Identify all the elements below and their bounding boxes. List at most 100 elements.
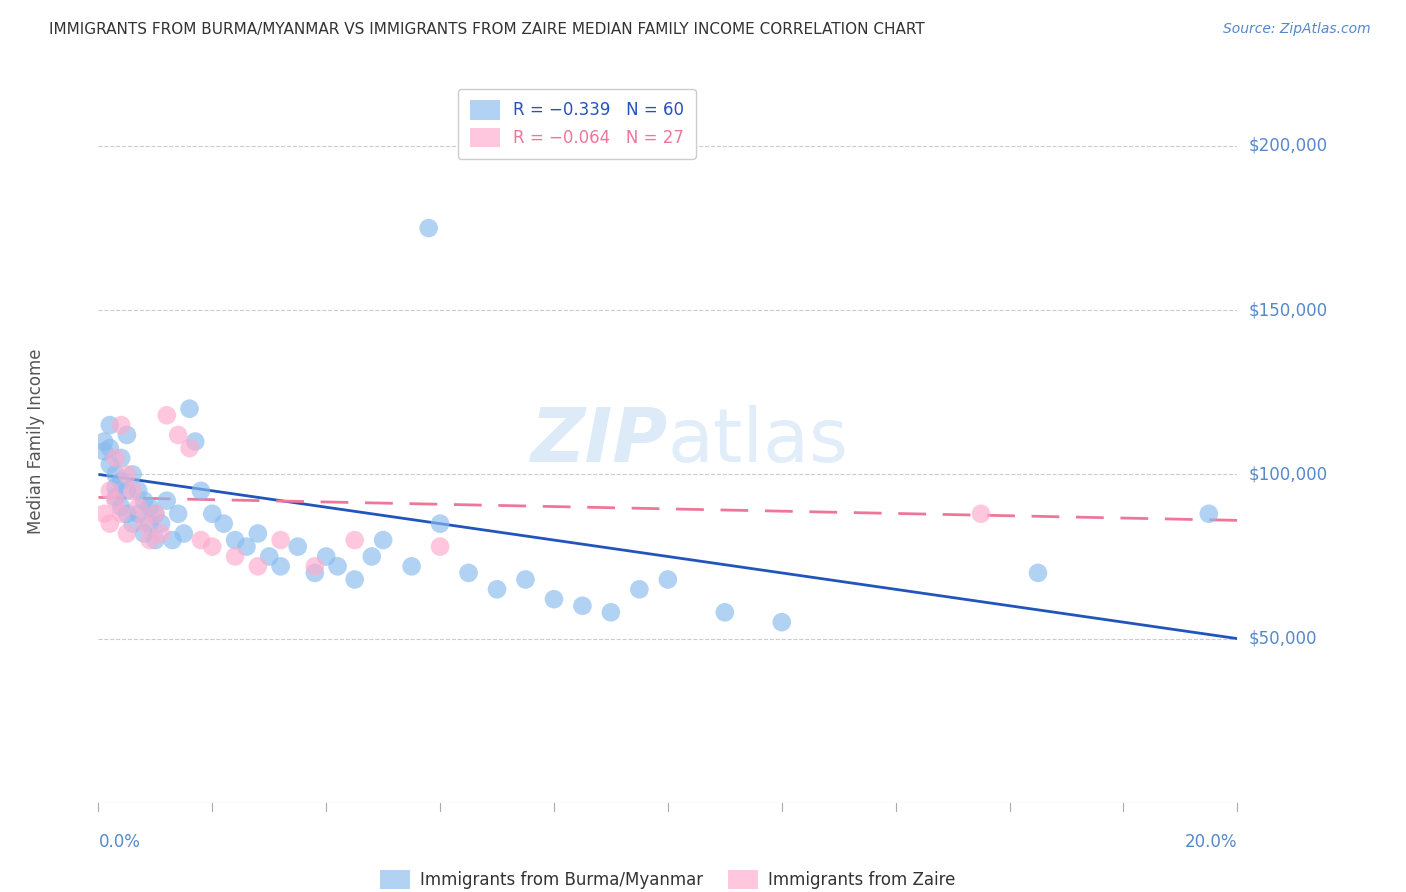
Text: Source: ZipAtlas.com: Source: ZipAtlas.com [1223, 22, 1371, 37]
Point [429, 540, 451, 554]
Text: $200,000: $200,000 [1249, 137, 1327, 155]
Text: $100,000: $100,000 [1249, 466, 1327, 483]
Point [162, 533, 184, 547]
Point [110, 507, 132, 521]
Point [401, 559, 423, 574]
Text: 20.0%: 20.0% [1185, 833, 1237, 851]
Point [600, 605, 623, 619]
Point [150, 516, 173, 531]
Point [138, 500, 160, 515]
Point [110, 450, 132, 465]
Point [98, 483, 121, 498]
Point [714, 605, 737, 619]
Point [104, 450, 127, 465]
Point [138, 516, 160, 531]
Point [179, 401, 201, 416]
Point [429, 516, 451, 531]
Point [270, 533, 292, 547]
Point [110, 500, 132, 515]
Point [246, 559, 269, 574]
Point [373, 533, 395, 547]
Point [156, 409, 179, 423]
Point [98, 516, 121, 531]
Point [770, 615, 793, 630]
Point [190, 533, 212, 547]
Point [1026, 566, 1049, 580]
Point [110, 418, 132, 433]
Point [115, 483, 138, 498]
Point [104, 491, 127, 505]
Point [571, 599, 593, 613]
Point [179, 441, 201, 455]
Point [145, 533, 167, 547]
Point [145, 507, 167, 521]
Point [224, 533, 246, 547]
Point [145, 507, 167, 521]
Point [121, 483, 143, 498]
Text: $50,000: $50,000 [1249, 630, 1317, 648]
Text: Median Family Income: Median Family Income [27, 349, 45, 534]
Point [121, 516, 143, 531]
Point [343, 573, 366, 587]
Point [543, 592, 565, 607]
Point [259, 549, 281, 564]
Point [93, 444, 115, 458]
Point [173, 526, 195, 541]
Point [127, 507, 149, 521]
Point [326, 559, 349, 574]
Point [98, 458, 121, 472]
Point [115, 507, 138, 521]
Text: ZIP: ZIP [530, 405, 668, 478]
Point [515, 573, 537, 587]
Point [98, 418, 121, 433]
Point [132, 516, 155, 531]
Point [486, 582, 509, 597]
Point [127, 483, 149, 498]
Point [287, 540, 309, 554]
Point [110, 474, 132, 488]
Point [150, 526, 173, 541]
Point [457, 566, 479, 580]
Text: 0.0%: 0.0% [98, 833, 141, 851]
Point [212, 516, 235, 531]
Point [132, 526, 155, 541]
Point [304, 559, 326, 574]
Point [315, 549, 337, 564]
Point [360, 549, 382, 564]
Point [235, 540, 257, 554]
Point [418, 221, 440, 235]
Point [115, 467, 138, 482]
Point [270, 559, 292, 574]
Point [156, 493, 179, 508]
Point [201, 507, 224, 521]
Point [1198, 507, 1220, 521]
Point [167, 507, 190, 521]
Point [970, 507, 993, 521]
Point [304, 566, 326, 580]
Point [201, 540, 224, 554]
Point [127, 500, 149, 515]
Point [224, 549, 246, 564]
Legend: Immigrants from Burma/Myanmar, Immigrants from Zaire: Immigrants from Burma/Myanmar, Immigrant… [371, 862, 965, 892]
Point [104, 481, 127, 495]
Point [115, 428, 138, 442]
Point [184, 434, 207, 449]
Point [104, 467, 127, 482]
Point [104, 493, 127, 508]
Text: $150,000: $150,000 [1249, 301, 1327, 319]
Point [167, 428, 190, 442]
Point [98, 441, 121, 455]
Point [628, 582, 651, 597]
Point [343, 533, 366, 547]
Point [93, 507, 115, 521]
Point [246, 526, 269, 541]
Point [121, 467, 143, 482]
Text: IMMIGRANTS FROM BURMA/MYANMAR VS IMMIGRANTS FROM ZAIRE MEDIAN FAMILY INCOME CORR: IMMIGRANTS FROM BURMA/MYANMAR VS IMMIGRA… [49, 22, 925, 37]
Point [93, 434, 115, 449]
Point [190, 483, 212, 498]
Point [657, 573, 679, 587]
Point [138, 533, 160, 547]
Text: atlas: atlas [668, 405, 849, 478]
Point [115, 526, 138, 541]
Point [132, 493, 155, 508]
